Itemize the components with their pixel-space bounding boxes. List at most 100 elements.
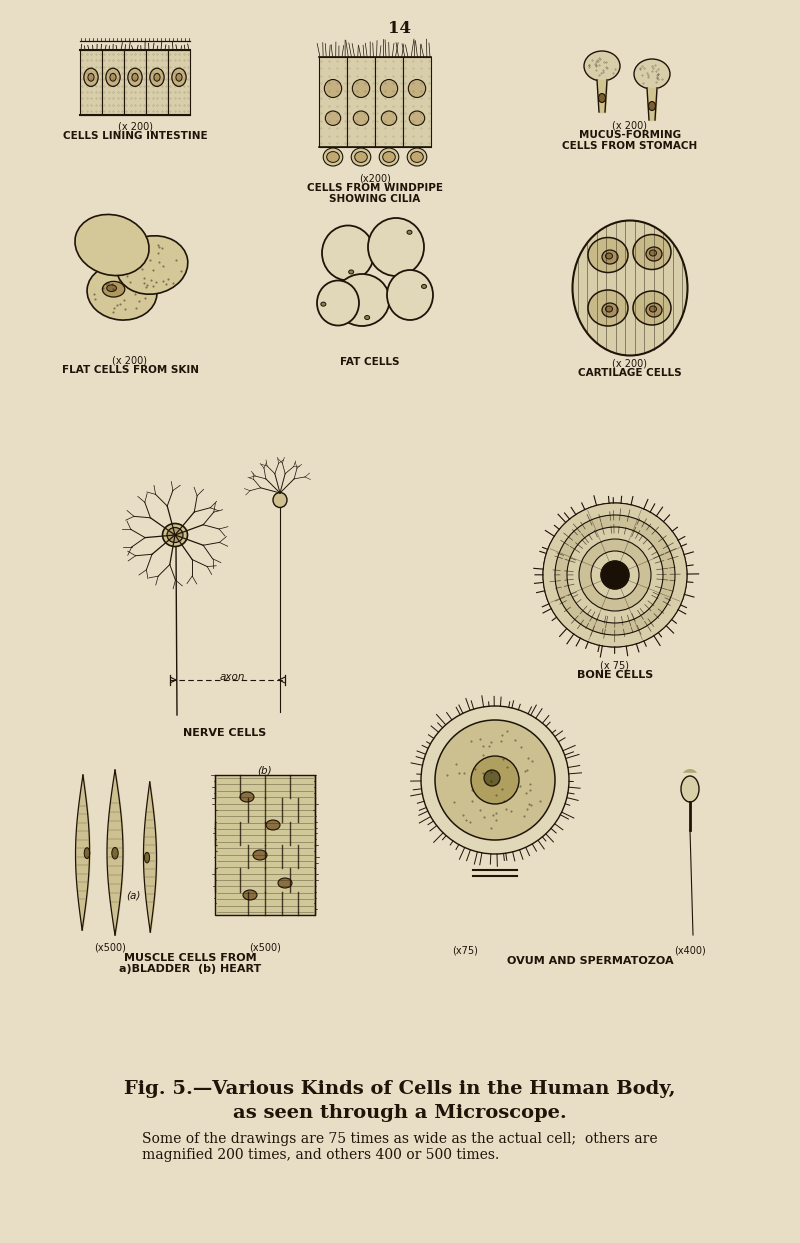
Ellipse shape — [240, 792, 254, 802]
Bar — [102, 50, 124, 116]
Ellipse shape — [172, 68, 186, 87]
Text: (x 200): (x 200) — [613, 121, 647, 131]
Circle shape — [579, 539, 651, 612]
Ellipse shape — [273, 492, 287, 507]
Text: as seen through a Microscope.: as seen through a Microscope. — [233, 1104, 567, 1122]
Ellipse shape — [84, 68, 98, 87]
Ellipse shape — [154, 73, 160, 81]
Text: (x 200): (x 200) — [118, 121, 153, 131]
Ellipse shape — [317, 281, 359, 326]
Ellipse shape — [410, 111, 425, 126]
Ellipse shape — [91, 234, 115, 250]
Bar — [319, 57, 347, 147]
Ellipse shape — [422, 285, 426, 288]
Ellipse shape — [352, 80, 370, 97]
Ellipse shape — [354, 111, 369, 126]
Ellipse shape — [602, 250, 618, 264]
Circle shape — [601, 561, 629, 589]
Ellipse shape — [110, 73, 116, 81]
Polygon shape — [683, 769, 697, 773]
Text: NERVE CELLS: NERVE CELLS — [183, 728, 266, 738]
Ellipse shape — [132, 254, 155, 270]
Ellipse shape — [176, 73, 182, 81]
Circle shape — [471, 756, 519, 804]
Text: MUCUS-FORMING: MUCUS-FORMING — [579, 131, 681, 140]
Ellipse shape — [349, 270, 354, 273]
Text: (x 200): (x 200) — [613, 358, 647, 368]
Text: (x200): (x200) — [359, 173, 391, 183]
Ellipse shape — [88, 73, 94, 81]
Ellipse shape — [650, 306, 657, 312]
Text: (b): (b) — [258, 764, 272, 774]
Text: axon: axon — [220, 672, 246, 682]
Text: CELLS FROM STOMACH: CELLS FROM STOMACH — [562, 140, 698, 150]
Text: MUSCLE CELLS FROM: MUSCLE CELLS FROM — [124, 953, 256, 963]
Ellipse shape — [368, 218, 424, 276]
Ellipse shape — [382, 111, 397, 126]
Bar — [168, 50, 190, 116]
Ellipse shape — [136, 257, 146, 265]
Text: a)BLADDER  (b) HEART: a)BLADDER (b) HEART — [119, 965, 261, 975]
Text: CARTILAGE CELLS: CARTILAGE CELLS — [578, 368, 682, 378]
Ellipse shape — [646, 247, 662, 261]
Bar — [80, 50, 102, 116]
Ellipse shape — [602, 303, 618, 317]
Ellipse shape — [334, 273, 390, 326]
Text: 14: 14 — [389, 20, 411, 37]
Text: (x400): (x400) — [674, 945, 706, 955]
Ellipse shape — [379, 148, 398, 167]
Ellipse shape — [132, 73, 138, 81]
Ellipse shape — [112, 848, 118, 859]
Ellipse shape — [326, 111, 341, 126]
Ellipse shape — [322, 225, 374, 281]
Ellipse shape — [646, 303, 662, 317]
Ellipse shape — [162, 523, 187, 547]
Bar — [347, 57, 375, 147]
Text: FLAT CELLS FROM SKIN: FLAT CELLS FROM SKIN — [62, 365, 198, 375]
Text: (x 200): (x 200) — [113, 355, 147, 365]
Text: (a): (a) — [126, 890, 140, 900]
Bar — [403, 57, 431, 147]
Text: SHOWING CILIA: SHOWING CILIA — [330, 194, 421, 204]
Ellipse shape — [150, 68, 164, 87]
Circle shape — [421, 706, 569, 854]
Circle shape — [601, 561, 629, 589]
Text: CELLS LINING INTESTINE: CELLS LINING INTESTINE — [62, 131, 207, 140]
Text: (x500): (x500) — [249, 942, 281, 952]
Ellipse shape — [266, 820, 280, 830]
Ellipse shape — [84, 848, 90, 859]
Ellipse shape — [410, 152, 423, 163]
Circle shape — [567, 527, 663, 623]
Text: Fig. 5.—Various Kinds of Cells in the Human Body,: Fig. 5.—Various Kinds of Cells in the Hu… — [124, 1080, 676, 1098]
Bar — [124, 50, 146, 116]
Ellipse shape — [323, 148, 343, 167]
Ellipse shape — [598, 93, 606, 102]
Ellipse shape — [408, 80, 426, 97]
Ellipse shape — [588, 237, 628, 272]
Text: (x 75): (x 75) — [601, 660, 630, 670]
Text: (x75): (x75) — [452, 945, 478, 955]
Ellipse shape — [634, 58, 670, 89]
Ellipse shape — [365, 316, 370, 319]
Ellipse shape — [584, 51, 620, 81]
Ellipse shape — [380, 80, 398, 97]
Ellipse shape — [407, 148, 427, 167]
Text: CELLS FROM WINDPIPE: CELLS FROM WINDPIPE — [307, 183, 443, 193]
Bar — [215, 774, 315, 915]
Circle shape — [543, 503, 687, 648]
Ellipse shape — [116, 236, 188, 295]
Text: FAT CELLS: FAT CELLS — [340, 357, 400, 367]
Ellipse shape — [633, 291, 671, 324]
Ellipse shape — [326, 152, 339, 163]
Ellipse shape — [106, 285, 117, 292]
Ellipse shape — [321, 302, 326, 306]
Text: Some of the drawings are 75 times as wide as the actual cell;  others are
magnif: Some of the drawings are 75 times as wid… — [142, 1132, 658, 1162]
Ellipse shape — [167, 527, 183, 542]
Ellipse shape — [407, 230, 412, 234]
Ellipse shape — [96, 237, 106, 245]
Ellipse shape — [253, 850, 267, 860]
Ellipse shape — [102, 281, 125, 297]
Bar — [375, 57, 403, 147]
Ellipse shape — [106, 68, 120, 87]
Ellipse shape — [354, 152, 367, 163]
